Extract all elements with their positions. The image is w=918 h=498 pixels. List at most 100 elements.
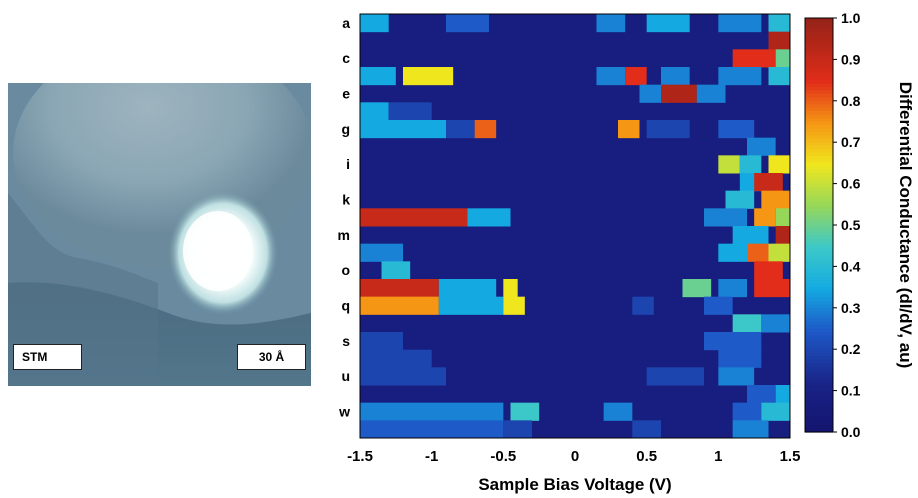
- colorbar-step: [805, 52, 833, 57]
- colorbar-title: Differential Conductance (dI/dV, au): [896, 82, 915, 369]
- stm-image: STM 30 Å: [8, 83, 311, 386]
- colorbar-step: [805, 342, 833, 347]
- colorbar-step: [805, 373, 833, 378]
- scale-bar-label: 30 Å: [237, 344, 306, 370]
- colorbar-step: [805, 121, 833, 126]
- heatmap-cell-w-1: [510, 402, 540, 421]
- heatmap-cell-n-1: [718, 243, 747, 262]
- colorbar-tick-label: 0.4: [841, 258, 861, 274]
- colorbar-step: [805, 149, 833, 154]
- row-label-g: g: [341, 121, 350, 137]
- colorbar-tick-label: 1.0: [841, 10, 861, 26]
- colorbar-step: [805, 107, 833, 112]
- x-tick-label: 1: [714, 448, 722, 465]
- colorbar-step: [805, 169, 833, 174]
- heatmap-cell-l-1: [467, 208, 511, 227]
- heatmap-cell-d-6: [768, 67, 790, 86]
- colorbar-step: [805, 73, 833, 78]
- heatmap-cell-q-4: [704, 296, 733, 315]
- colorbar-step: [805, 69, 833, 74]
- stm-label: STM: [13, 344, 82, 370]
- colorbar-step: [805, 235, 833, 240]
- x-tick-label: 0: [571, 448, 579, 465]
- colorbar-step: [805, 400, 833, 405]
- heatmap-cell-g-1: [446, 120, 475, 139]
- colorbar-step: [805, 307, 833, 312]
- colorbar-step: [805, 211, 833, 216]
- colorbar-step: [805, 325, 833, 330]
- colorbar-step: [805, 331, 833, 336]
- heatmap-cell-d-5: [718, 67, 762, 86]
- heatmap-cell-d-3: [625, 67, 647, 86]
- colorbar-step: [805, 404, 833, 409]
- heatmap-cell-b-0: [768, 31, 790, 50]
- heatmap-cell-d-0: [360, 67, 396, 86]
- heatmap-cell-q-0: [360, 296, 439, 315]
- colorbar-step: [805, 104, 833, 109]
- heatmap-cell-w-4: [761, 402, 790, 421]
- colorbar-step: [805, 249, 833, 254]
- colorbar-step: [805, 352, 833, 357]
- x-tick-label: 0.5: [636, 448, 657, 465]
- colorbar-step: [805, 62, 833, 67]
- colorbar-step: [805, 28, 833, 33]
- heatmap-cell-i-1: [739, 155, 762, 174]
- colorbar-step: [805, 114, 833, 119]
- colorbar-step: [805, 338, 833, 343]
- heatmap-cell-o-0: [381, 261, 411, 280]
- colorbar-step: [805, 252, 833, 257]
- heatmap-cell-m-1: [775, 226, 790, 245]
- colorbar-step: [805, 156, 833, 161]
- heatmap-cell-q-3: [632, 296, 654, 315]
- colorbar-step: [805, 314, 833, 319]
- row-label-q: q: [341, 298, 350, 314]
- heatmap-cell-a-3: [646, 14, 690, 33]
- heatmap-cell-a-4: [718, 14, 762, 33]
- colorbar-step: [805, 207, 833, 212]
- colorbar-step: [805, 214, 833, 219]
- colorbar-step: [805, 111, 833, 116]
- colorbar-step: [805, 287, 833, 292]
- colorbar-step: [805, 297, 833, 302]
- heatmap-cell-c-1: [775, 49, 790, 68]
- colorbar-step: [805, 269, 833, 274]
- colorbar-step: [805, 183, 833, 188]
- colorbar-step: [805, 383, 833, 388]
- colorbar-step: [805, 145, 833, 150]
- heatmap-cell-x-0: [360, 420, 504, 439]
- heatmap-cell-c-0: [732, 49, 776, 68]
- colorbar-step: [805, 24, 833, 29]
- colorbar-step: [805, 304, 833, 309]
- colorbar-step: [805, 321, 833, 326]
- heatmap-cell-d-1: [403, 67, 454, 86]
- heatmap-cell-k-1: [761, 190, 790, 209]
- heatmap-cell-h-0: [747, 137, 776, 156]
- colorbar-ticks: 1.0 0.9 0.8 0.7 0.6 0.5 0.4 0.3 0.2 0.1 0.0: [833, 10, 861, 440]
- heatmap-cell-p-5: [754, 279, 790, 298]
- row-label-w: w: [338, 404, 350, 420]
- row-label-e: e: [342, 86, 350, 102]
- colorbar-step: [805, 118, 833, 123]
- colorbar-step: [805, 97, 833, 102]
- colorbar-tick-label: 0.2: [841, 341, 861, 357]
- x-axis-ticks: -1.5 -1 -0.5 0 0.5 1 1.5: [347, 448, 800, 465]
- colorbar-step: [805, 283, 833, 288]
- row-label-m: m: [338, 227, 350, 243]
- heatmap-cell-e-1: [661, 84, 697, 103]
- heatmap-cell-v-0: [747, 385, 776, 404]
- colorbar-tick-label: 0.7: [841, 134, 861, 150]
- colorbar-step: [805, 31, 833, 36]
- colorbar-tick-label: 0.3: [841, 300, 861, 316]
- x-tick-label: -1: [425, 448, 438, 465]
- heatmap-cell-s-1: [704, 332, 762, 351]
- row-labels: a c e g i k m o q s u w: [338, 15, 351, 420]
- colorbar-tick-label: 0.6: [841, 176, 861, 192]
- heatmap-cell-p-3: [682, 279, 712, 298]
- colorbar-step: [805, 135, 833, 140]
- colorbar-step: [805, 159, 833, 164]
- heatmap-cell-d-4: [661, 67, 690, 86]
- heatmap-cell-g-2: [474, 120, 497, 139]
- heatmap-cell-k-0: [725, 190, 755, 209]
- colorbar-step: [805, 131, 833, 136]
